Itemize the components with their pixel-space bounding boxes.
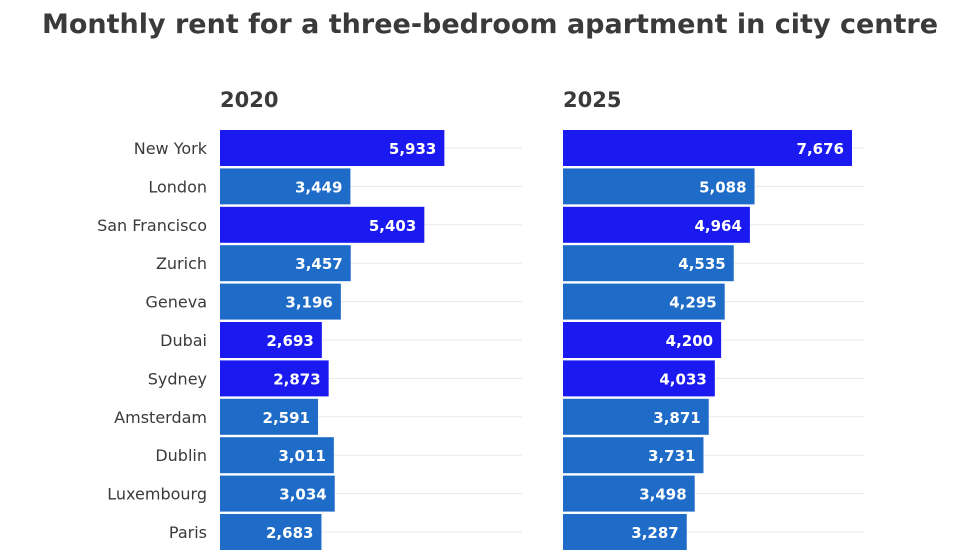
bar-2025 [563, 283, 725, 320]
chart-title: Monthly rent for a three-bedroom apartme… [41, 9, 939, 40]
bar-value-label: 3,449 [295, 178, 342, 196]
bar-2020 [220, 245, 351, 282]
bar-value-label: 4,295 [669, 294, 716, 312]
bar-value-label: 7,676 [797, 140, 844, 158]
bar-value-label: 3,034 [279, 486, 326, 504]
category-label: Dublin [155, 446, 207, 465]
bar-2020 [220, 322, 322, 358]
bar-value-label: 3,457 [295, 255, 342, 273]
bar-value-label: 2,683 [266, 524, 313, 542]
panel-title-2025: 2025 [563, 88, 622, 112]
bar-2025 [563, 475, 695, 512]
bar-2025 [563, 206, 750, 243]
bar-value-label: 3,011 [278, 447, 325, 465]
bar-value-label: 4,964 [694, 217, 741, 235]
bar-2025 [563, 322, 722, 358]
bar-2020 [220, 360, 329, 397]
bar-2025 [563, 130, 852, 166]
category-label: Paris [169, 523, 207, 542]
bar-2020 [220, 514, 322, 550]
bar-value-label: 3,871 [653, 409, 700, 427]
bar-2025 [563, 360, 715, 397]
bar-value-label: 5,088 [699, 178, 746, 196]
bar-value-label: 5,403 [369, 217, 416, 235]
bar-2020 [220, 437, 334, 474]
category-label: Sydney [148, 369, 207, 388]
category-label: Dubai [160, 331, 207, 350]
category-label: Amsterdam [114, 408, 207, 427]
bar-value-label: 3,731 [648, 447, 695, 465]
bar-value-label: 4,200 [666, 332, 713, 350]
category-label: Zurich [156, 254, 207, 273]
bar-2020 [220, 398, 318, 435]
bar-value-label: 3,498 [639, 486, 686, 504]
category-label: Geneva [146, 293, 208, 312]
category-label: New York [134, 139, 208, 158]
bar-2020 [220, 475, 335, 512]
bar-value-label: 4,535 [678, 255, 725, 273]
bar-2020 [220, 130, 445, 166]
bar-value-label: 4,033 [659, 370, 706, 388]
bar-2025 [563, 245, 734, 282]
category-label: San Francisco [97, 216, 207, 235]
bar-2020 [220, 206, 425, 243]
bar-value-label: 3,196 [285, 294, 332, 312]
bar-2025 [563, 514, 687, 550]
bar-value-label: 5,933 [389, 140, 436, 158]
bar-2020 [220, 168, 351, 205]
bar-2025 [563, 168, 755, 205]
bar-value-label: 2,693 [266, 332, 313, 350]
panel-title-2020: 2020 [220, 88, 279, 112]
bar-2025 [563, 437, 704, 474]
bar-2025 [563, 398, 709, 435]
bar-value-label: 3,287 [631, 524, 678, 542]
bar-value-label: 2,591 [263, 409, 310, 427]
category-label: Luxembourg [107, 485, 207, 504]
category-label: London [148, 177, 207, 196]
bar-value-label: 2,873 [273, 370, 320, 388]
bar-2020 [220, 283, 341, 320]
